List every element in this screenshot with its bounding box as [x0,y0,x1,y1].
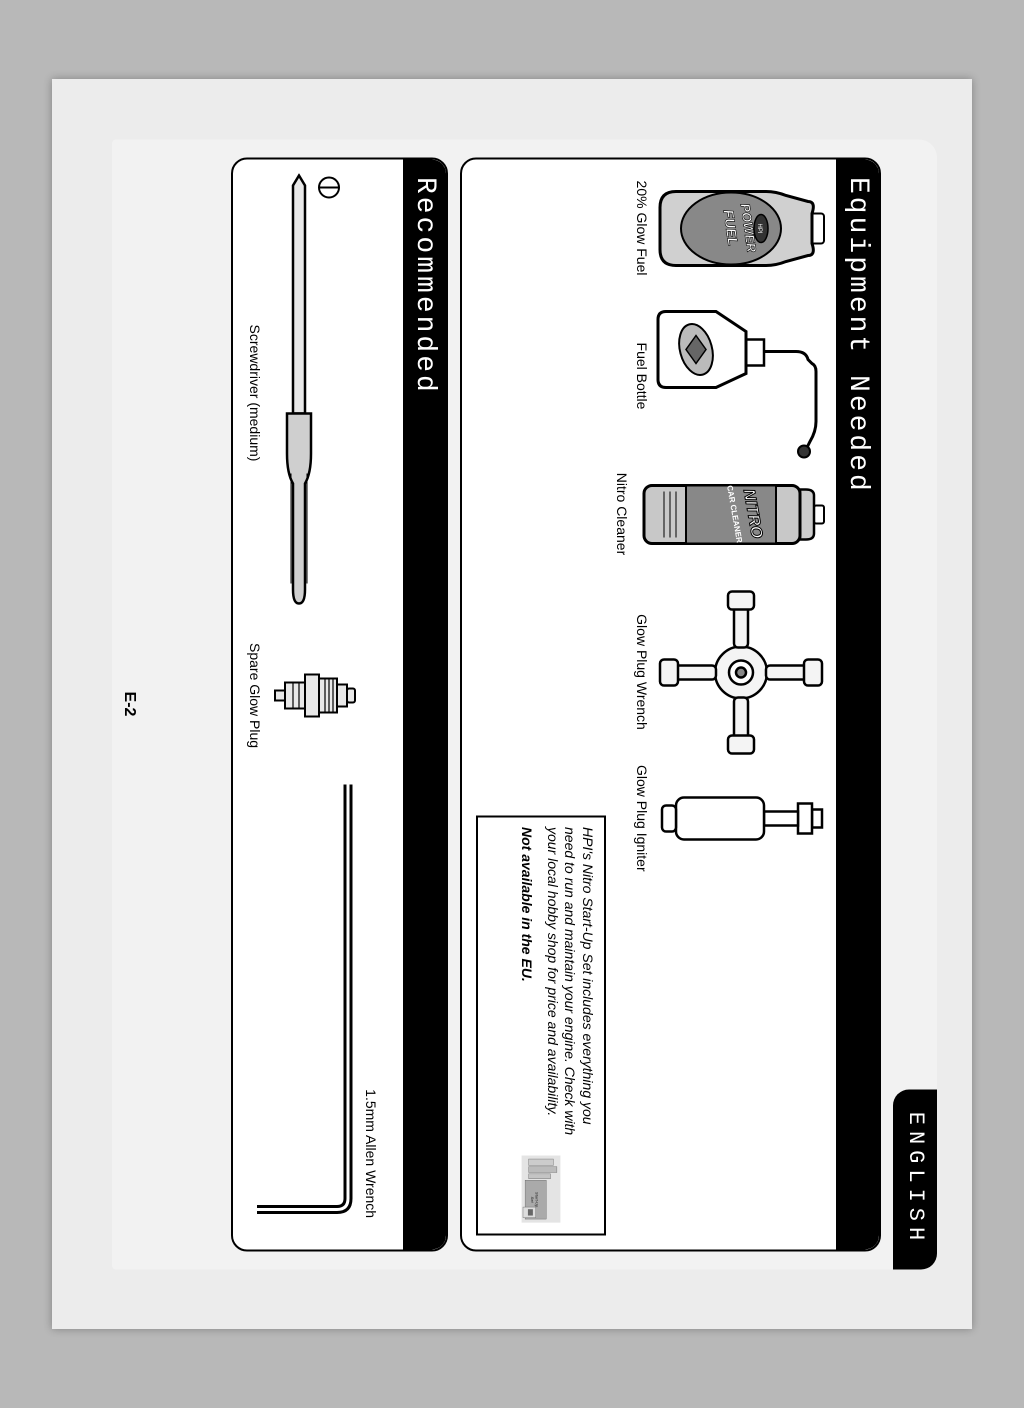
svg-text:Set: Set [530,1197,535,1204]
section-equipment-header: Equipment Needed [836,159,879,1249]
label-nitro-cleaner: Nitro Cleaner [614,473,630,555]
item-allen-wrench: 1.5mm Allen Wrench [247,778,385,1218]
equipment-row-2: HPI's Nitro Start-Up Set includes everyt… [462,159,606,1249]
manual-page: ENGLISH Equipment Needed POWER FUEL [52,79,972,1329]
glow-fuel-icon: POWER FUEL HPI [656,173,826,283]
language-tab: ENGLISH [893,1089,937,1269]
spare-glow-plug-icon [269,661,359,731]
content-panel: ENGLISH Equipment Needed POWER FUEL [112,139,937,1269]
recommended-row: Screwdriver (medium) [233,159,403,1249]
svg-text:HPI: HPI [756,223,762,233]
svg-text:Start-Up: Start-Up [535,1192,540,1208]
label-screwdriver: Screwdriver (medium) [247,325,263,462]
section-recommended: Recommended Screwdriver (medium) [231,157,448,1251]
item-spare-glow-plug: Spare Glow Plug [247,643,359,748]
label-spare-glow-plug: Spare Glow Plug [247,643,263,748]
label-allen-wrench: 1.5mm Allen Wrench [363,1089,379,1218]
fuel-bottle-icon [656,291,826,461]
info-main-text: HPI's Nitro Start-Up Set includes everyt… [545,827,596,1135]
info-text: HPI's Nitro Start-Up Set includes everyt… [486,827,596,1146]
allen-wrench-icon [247,778,357,1218]
item-glow-fuel: POWER FUEL HPI 20% Glow Fuel [614,173,826,283]
glow-plug-wrench-icon [656,587,826,757]
equipment-row-1: POWER FUEL HPI 20% Glow Fuel [600,159,836,1249]
nitro-cleaner-icon: NITRO CAR CLEANER [636,469,826,559]
item-fuel-bottle: Fuel Bottle [614,291,826,461]
glow-plug-igniter-icon [656,773,826,863]
startup-set-photo-icon: Start-Up Set [486,1156,596,1223]
item-glow-plug-igniter: Glow Plug Igniter [614,765,826,872]
label-fuel-bottle: Fuel Bottle [634,343,650,410]
label-glow-plug-igniter: Glow Plug Igniter [634,765,650,872]
info-note: Not available in the EU. [518,827,536,1146]
label-glow-plug-wrench: Glow Plug Wrench [634,614,650,730]
section-equipment: Equipment Needed POWER FUEL HPI [460,157,881,1251]
screwdriver-icon [269,173,349,613]
item-screwdriver: Screwdriver (medium) [247,173,349,613]
item-glow-plug-wrench: Glow Plug Wrench [614,587,826,757]
rotated-content: ENGLISH Equipment Needed POWER FUEL [0,292,1024,1117]
section-recommended-header: Recommended [403,159,446,1249]
page-number: E-2 [120,692,138,717]
label-glow-fuel: 20% Glow Fuel [634,181,650,276]
item-nitro-cleaner: NITRO CAR CLEANER Nitro Cleaner [614,469,826,559]
startup-set-info-box: HPI's Nitro Start-Up Set includes everyt… [476,815,606,1235]
